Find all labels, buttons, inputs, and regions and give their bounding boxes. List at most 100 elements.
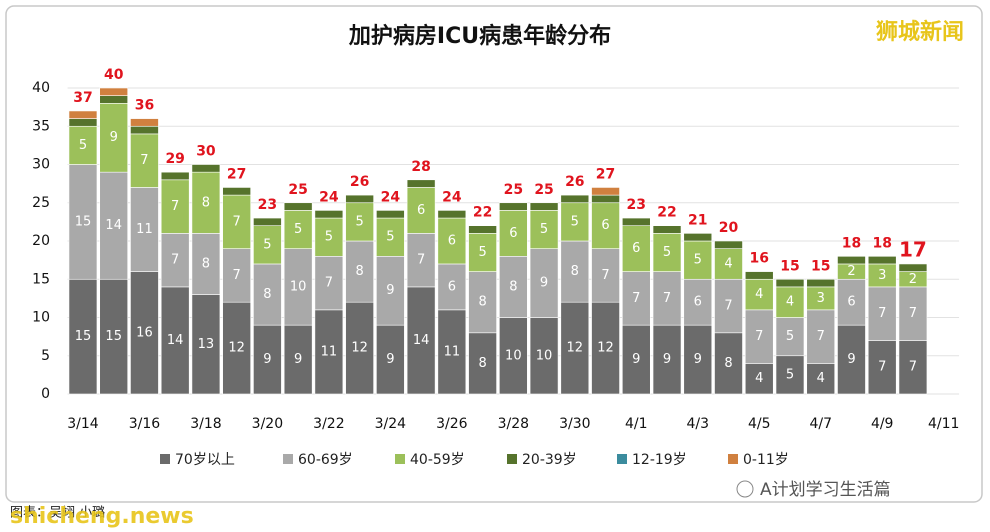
segment-label: 12: [228, 341, 245, 356]
segment-label: 15: [75, 329, 92, 344]
total-label: 24: [442, 189, 462, 205]
segment-label: 5: [294, 222, 302, 237]
bar-segment: [806, 363, 836, 395]
bar-segment: [837, 255, 866, 265]
segment-label: 10: [505, 348, 522, 363]
bar-segment: [468, 233, 497, 272]
total-label: 15: [811, 258, 830, 274]
segment-label: 6: [448, 234, 456, 249]
total-label: 17: [899, 237, 927, 261]
segment-label: 8: [509, 279, 517, 294]
bar-segment: [837, 278, 866, 326]
total-label: 27: [227, 166, 246, 182]
segment-label: 2: [909, 272, 917, 287]
bar-segment: [529, 248, 559, 318]
bar-segment: [744, 278, 774, 311]
y-tick-label: 5: [41, 348, 50, 364]
bar-segment: [283, 324, 313, 395]
segment-label: 8: [478, 295, 486, 310]
bar-segment: [560, 301, 590, 395]
bar-segment: [68, 164, 98, 280]
bar-segment: [898, 263, 928, 272]
x-tick-label: 4/1: [625, 416, 648, 432]
bar-segment: [191, 171, 221, 234]
segment-label: 5: [786, 329, 794, 344]
bar-segment: [437, 309, 467, 395]
total-label: 18: [872, 235, 891, 251]
segment-label: 6: [509, 226, 517, 241]
segment-label: 5: [386, 230, 394, 245]
x-tick-label: 3/16: [129, 416, 161, 432]
bar-segment: [652, 271, 682, 326]
segment-label: 7: [601, 268, 609, 283]
bar-segment: [130, 187, 159, 272]
segment-label: 7: [909, 306, 917, 321]
segment-label: 5: [478, 245, 486, 260]
bar-segment: [314, 309, 344, 395]
total-label: 24: [319, 189, 339, 205]
bar-segment: [130, 133, 159, 188]
bar-segment: [806, 278, 836, 288]
segment-label: 7: [755, 329, 763, 344]
segment-label: 12: [351, 341, 368, 356]
segment-label: 6: [417, 203, 425, 218]
total-label: 15: [780, 258, 799, 274]
bar-segment: [775, 278, 805, 288]
y-tick-label: 35: [32, 118, 50, 134]
segment-label: 15: [105, 329, 122, 344]
y-tick-label: 25: [32, 195, 50, 211]
site-watermark: shicheng.news: [10, 504, 194, 529]
segment-label: 9: [632, 352, 640, 367]
bar-segment: [253, 263, 282, 326]
total-label: 30: [196, 144, 216, 160]
x-tick-label: 3/26: [436, 416, 468, 432]
segment-label: 7: [909, 360, 917, 375]
x-tick-label: 4/9: [871, 416, 894, 432]
bar-segment: [160, 233, 190, 288]
x-tick-label: 3/20: [252, 416, 283, 432]
bar-segment: [406, 179, 436, 188]
segment-label: 8: [724, 356, 732, 371]
segment-label: 7: [878, 360, 886, 375]
bar-segment: [376, 324, 405, 395]
x-tick-label: 4/3: [687, 416, 710, 432]
segment-label: 7: [233, 214, 241, 229]
segment-label: 11: [321, 344, 338, 359]
segment-label: 4: [755, 287, 763, 302]
bar-segment: [621, 217, 651, 227]
y-tick-label: 15: [32, 271, 50, 287]
segment-label: 7: [233, 268, 241, 283]
bar-segment: [499, 210, 528, 257]
legend-label: 12-19岁: [632, 452, 687, 468]
bar-segment: [376, 210, 405, 219]
total-label: 27: [596, 166, 615, 182]
segment-label: 14: [105, 218, 122, 233]
segment-label: 7: [632, 291, 640, 306]
segment-label: 7: [817, 329, 825, 344]
bar-segment: [652, 233, 682, 272]
segment-label: 9: [663, 352, 671, 367]
bar-segment: [99, 95, 129, 104]
bar-segment: [283, 210, 313, 249]
bar-segment: [683, 233, 713, 242]
legend-swatch: [283, 454, 293, 464]
segment-label: 4: [724, 256, 732, 271]
bar-segment: [529, 210, 559, 249]
x-tick-label: 3/14: [67, 416, 99, 432]
segment-label: 7: [171, 199, 179, 214]
bar-segment: [437, 263, 467, 311]
bar-segment: [529, 202, 559, 211]
bar-segment: [621, 225, 651, 272]
total-label: 23: [258, 197, 277, 213]
segment-label: 5: [263, 237, 271, 252]
x-tick-label: 3/24: [375, 416, 407, 432]
bar-segment: [437, 217, 467, 265]
bar-segment: [406, 187, 436, 234]
segment-label: 8: [571, 264, 579, 279]
bar-segment: [160, 286, 190, 395]
bar-segment: [160, 179, 190, 234]
segment-label: 6: [601, 218, 609, 233]
segment-label: 7: [171, 253, 179, 268]
bar-segment: [652, 324, 682, 395]
bar-segment: [560, 240, 590, 303]
